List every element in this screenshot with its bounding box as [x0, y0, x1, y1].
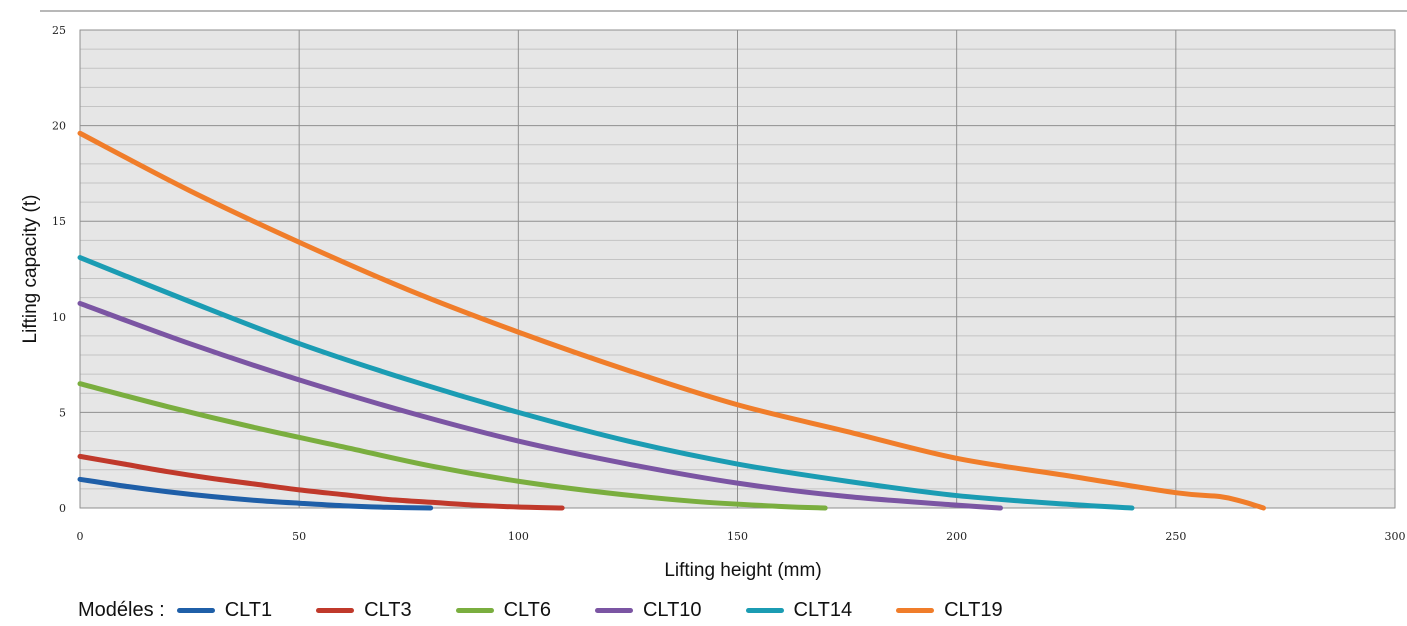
legend-item-clt6: CLT6: [455, 598, 551, 622]
legend-label: CLT19: [944, 598, 1003, 621]
x-axis-title: Lifting height (mm): [664, 560, 821, 581]
legend-swatch: [896, 607, 935, 613]
legend-swatch: [316, 607, 355, 613]
chart-legend: Modéles : CLT1 CLT3 CLT6 CLT10 CLT14 CLT19: [78, 594, 1047, 626]
legend-item-clt1: CLT1: [176, 598, 273, 622]
y-tick-labels: 0 5 10 15 20 25: [52, 24, 66, 515]
x-tick-label: 250: [1165, 530, 1186, 543]
series-line-clt6: [77, 381, 828, 511]
series-line-clt1: [77, 476, 434, 511]
legend-title: Modéles :: [78, 598, 165, 621]
x-tick-label: 50: [292, 530, 306, 543]
legend-item-clt3: CLT3: [316, 598, 412, 622]
legend-swatch: [594, 607, 633, 613]
legend-swatch: [455, 607, 494, 613]
legend-label: CLT14: [793, 598, 853, 621]
x-tick-label: 300: [1385, 530, 1406, 543]
x-tick-label: 200: [946, 530, 967, 543]
legend-label: CLT10: [642, 598, 702, 621]
y-tick-label: 20: [52, 120, 66, 133]
x-tick-label: 0: [77, 530, 84, 543]
x-tick-labels: 0 50 100 150 200 250 300: [77, 530, 1406, 543]
legend-item-clt14: CLT14: [745, 598, 853, 622]
y-tick-label: 5: [59, 406, 66, 419]
y-tick-label: 15: [52, 215, 66, 228]
x-tick-label: 150: [727, 530, 748, 543]
legend-items: CLT1 CLT3 CLT6 CLT10 CLT14 CLT19: [176, 598, 1047, 622]
major-gridlines: [79, 29, 1396, 509]
legend-label: CLT3: [364, 598, 412, 621]
legend-swatch: [176, 607, 215, 613]
series-lines: [77, 130, 1266, 511]
y-tick-label: 25: [52, 24, 66, 37]
legend-label: CLT6: [503, 598, 551, 621]
series-line-clt3: [77, 453, 565, 511]
series-line-clt14: [77, 255, 1135, 511]
line-chart: 0 5 10 15 20 25 0 50 100 150 200 250 300 Lifting he…: [20, 10, 1407, 581]
legend-label: CLT1: [224, 598, 273, 621]
legend-swatch: [745, 607, 784, 613]
legend-item-clt19: CLT19: [896, 599, 1003, 622]
series-line-clt10: [77, 300, 1003, 511]
y-tick-label: 0: [59, 502, 66, 515]
series-line-clt19: [77, 130, 1266, 511]
x-tick-label: 100: [508, 530, 529, 543]
y-tick-label: 10: [52, 311, 66, 324]
y-axis-title: Lifting capacity (t): [20, 195, 41, 344]
legend-item-clt10: CLT10: [594, 598, 702, 622]
